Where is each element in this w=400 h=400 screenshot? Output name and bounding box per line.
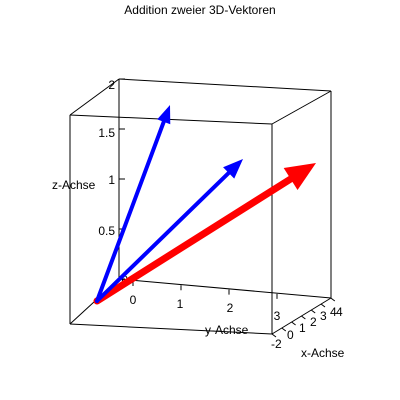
box-edge [118, 278, 332, 299]
y-tick-label: 1 [177, 297, 184, 311]
vectors-group [93, 105, 316, 305]
tick-mark [281, 327, 287, 332]
x-tick-label: -2 [271, 337, 282, 351]
vector-arrowhead [223, 159, 243, 179]
vector-shaft [95, 169, 233, 303]
tick-mark [320, 303, 326, 308]
vector-shaft [95, 117, 167, 303]
box-edge [271, 90, 332, 125]
tick-mark [310, 309, 316, 314]
tick-mark [271, 333, 277, 338]
tick-mark [301, 315, 306, 320]
x-tick-label: 3 [320, 309, 327, 323]
y-tick-label: 0 [130, 293, 137, 307]
tick-mark [291, 321, 296, 326]
y-tick-label: 3 [274, 309, 281, 323]
chart-title: Addition zweier 3D-Vektoren [124, 3, 275, 17]
y-tick-label: 2 [227, 301, 234, 315]
x-tick-label: 0 [287, 328, 294, 342]
y-axis-label: y-Achse [205, 323, 249, 337]
x-tick-label: 2 [310, 315, 317, 329]
x-tick-label: 4 [330, 305, 337, 319]
z-tick-label: 0.5 [98, 224, 115, 238]
z-tick-label: 2 [108, 78, 115, 92]
tick-marks [119, 78, 336, 338]
x-tick-label: 4 [336, 305, 343, 319]
vector-arrowhead [157, 105, 171, 125]
z-axis-label: z-Achse [52, 178, 96, 192]
tick-mark [330, 297, 336, 302]
box-edge [69, 323, 273, 335]
x-axis-label: x-Achse [301, 346, 345, 360]
vector-arrowhead [283, 163, 316, 190]
box-edge [118, 78, 332, 92]
vector-shaft [93, 174, 296, 305]
box-edge [69, 78, 120, 116]
z-tick-label: 1 [108, 173, 115, 187]
box-edge [69, 114, 273, 125]
x-tick-label: 1 [299, 321, 306, 335]
z-tick-label: 1.5 [98, 126, 115, 140]
